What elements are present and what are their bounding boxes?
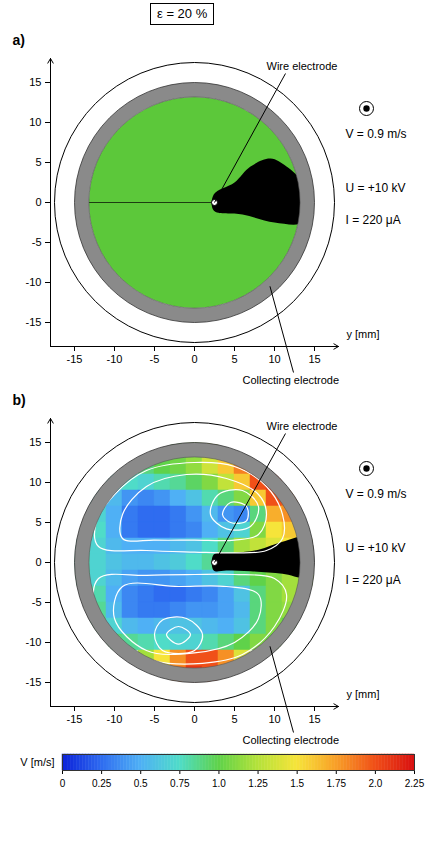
svg-text:Collecting electrode: Collecting electrode <box>243 374 340 386</box>
svg-text:10: 10 <box>29 476 41 488</box>
svg-text:0: 0 <box>35 196 41 208</box>
svg-text:0: 0 <box>191 353 197 365</box>
svg-text:15: 15 <box>29 76 41 88</box>
svg-text:0: 0 <box>60 778 66 789</box>
svg-text:-5: -5 <box>32 236 42 248</box>
svg-text:V = 0.9 m/s: V = 0.9 m/s <box>346 127 407 141</box>
svg-text:5: 5 <box>231 713 237 725</box>
svg-text:-15: -15 <box>26 676 42 688</box>
svg-text:10: 10 <box>29 116 41 128</box>
html-text:ε = 20 %: ε = 20 % <box>157 6 208 21</box>
svg-text:0.25: 0.25 <box>92 778 112 789</box>
svg-text:1.75: 1.75 <box>327 778 347 789</box>
svg-text:a): a) <box>13 32 25 48</box>
svg-text:Wire electrode: Wire electrode <box>267 60 338 72</box>
svg-text:-5: -5 <box>150 353 160 365</box>
svg-text:y [mm]: y [mm] <box>347 328 380 340</box>
svg-text:5: 5 <box>231 353 237 365</box>
svg-text:V [m/s]: V [m/s] <box>20 756 54 768</box>
svg-text:0.75: 0.75 <box>170 778 190 789</box>
svg-text:15: 15 <box>308 713 320 725</box>
svg-text:0: 0 <box>35 556 41 568</box>
svg-text:-15: -15 <box>67 713 83 725</box>
svg-text:10: 10 <box>268 353 280 365</box>
svg-text:15: 15 <box>29 436 41 448</box>
svg-text:-15: -15 <box>26 316 42 328</box>
svg-text:5: 5 <box>35 516 41 528</box>
svg-text:U = +10 kV: U = +10 kV <box>346 541 406 555</box>
svg-text:V = 0.9 m/s: V = 0.9 m/s <box>346 487 407 501</box>
svg-text:-10: -10 <box>107 713 123 725</box>
svg-text:-15: -15 <box>67 353 83 365</box>
svg-text:0: 0 <box>191 713 197 725</box>
svg-text:Wire electrode: Wire electrode <box>267 420 338 432</box>
svg-text:0.5: 0.5 <box>134 778 148 789</box>
svg-text:-5: -5 <box>150 713 160 725</box>
svg-text:1.5: 1.5 <box>290 778 304 789</box>
svg-text:-10: -10 <box>107 353 123 365</box>
svg-text:y [mm]: y [mm] <box>347 688 380 700</box>
svg-text:-10: -10 <box>26 276 42 288</box>
svg-text:1.0: 1.0 <box>212 778 226 789</box>
svg-text:Collecting electrode: Collecting electrode <box>243 734 340 746</box>
svg-text:2.0: 2.0 <box>368 778 382 789</box>
svg-text:-10: -10 <box>26 636 42 648</box>
svg-text:-5: -5 <box>32 596 42 608</box>
svg-text:I = 220 μA: I = 220 μA <box>346 213 401 227</box>
svg-text:10: 10 <box>268 713 280 725</box>
svg-text:I = 220 μA: I = 220 μA <box>346 573 401 587</box>
svg-text:5: 5 <box>35 156 41 168</box>
svg-text:b): b) <box>13 392 26 408</box>
svg-text:1.25: 1.25 <box>248 778 268 789</box>
svg-text:U = +10 kV: U = +10 kV <box>346 181 406 195</box>
svg-text:15: 15 <box>308 353 320 365</box>
svg-text:2.25: 2.25 <box>405 778 425 789</box>
